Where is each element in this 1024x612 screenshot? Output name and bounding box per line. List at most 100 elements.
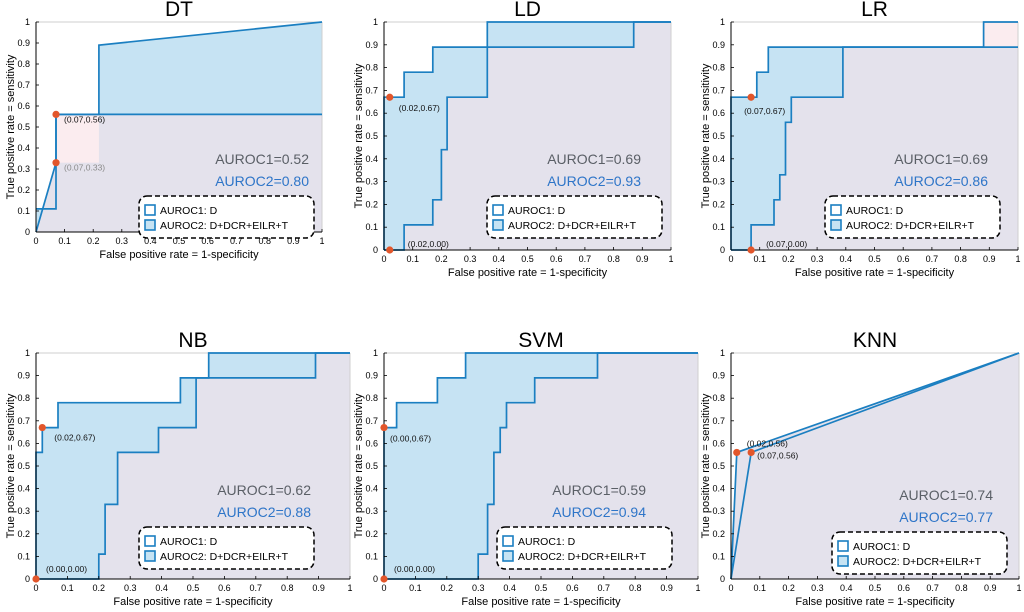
x-tick-label: 0.2: [87, 236, 100, 246]
region-auroc1-gain: [983, 22, 1018, 48]
x-tick-label: 0.9: [287, 236, 300, 246]
operating-point: [38, 423, 46, 432]
y-tick-label: 0.4: [17, 143, 30, 153]
y-tick-label: 0.2: [17, 185, 30, 195]
x-tick-label: 0.7: [598, 583, 611, 593]
x-tick-label: 0.2: [93, 583, 106, 593]
x-tick-label: 1: [668, 254, 673, 264]
x-tick-label: 0.7: [250, 583, 263, 593]
x-tick-label: 1: [695, 583, 700, 593]
legend-entry-auroc2: AUROC2: D+DCR+EILR+T: [160, 551, 289, 563]
point-label: (0.07,0.56): [64, 114, 105, 124]
y-tick-label: 0.3: [365, 506, 378, 516]
x-tick-label: 0.5: [173, 236, 186, 246]
legend-swatch-auroc1: [502, 535, 514, 547]
y-tick-label: 0.5: [365, 461, 378, 471]
auroc1-value: AUROC1=0.69: [894, 151, 988, 167]
x-tick-label: 1: [1016, 583, 1021, 593]
y-tick-label: 0.1: [712, 551, 725, 561]
series-line-auroc1: [384, 21, 671, 251]
operating-point: [747, 93, 755, 101]
panel-title: SVM: [518, 329, 564, 352]
x-tick-label: 0.9: [660, 583, 673, 593]
legend-entry-auroc1: AUROC1: D: [846, 205, 904, 217]
operating-point: [52, 159, 60, 167]
x-tick-label: 0.4: [840, 583, 853, 593]
x-tick-label: 0.6: [550, 254, 563, 264]
point-label: (0.00,0.00): [46, 564, 87, 574]
y-tick-label: 0.9: [17, 371, 30, 381]
y-tick-label: 0.2: [712, 529, 725, 539]
region-under-auroc1: [384, 22, 671, 250]
x-tick-label: 0.3: [116, 236, 129, 246]
x-tick-label: 0.6: [218, 583, 231, 593]
operating-point: [733, 448, 741, 457]
region-under-auroc1: [384, 353, 698, 579]
x-axis-label: False positive rate = 1-specificity: [99, 249, 259, 261]
x-tick-label: 1: [347, 583, 352, 593]
region-under-auroc1: [731, 353, 1019, 579]
x-tick-label: 0.1: [754, 583, 767, 593]
x-tick-label: 0.2: [435, 254, 448, 264]
x-tick-label: 0.8: [954, 254, 967, 264]
point-label: (0.07,0.67): [744, 106, 785, 116]
auroc1-value: AUROC1=0.62: [217, 482, 311, 498]
x-tick-label: 0.1: [61, 583, 74, 593]
legend-swatch-auroc2: [837, 555, 849, 567]
auroc2-value: AUROC2=0.77: [899, 509, 993, 525]
y-tick-label: 0.2: [712, 199, 725, 209]
legend-swatch-auroc2: [144, 550, 156, 562]
x-axis-label: False positive rate = 1-specificity: [448, 267, 608, 279]
auroc2-value: AUROC2=0.86: [894, 173, 988, 189]
y-tick-label: 0.8: [17, 393, 30, 403]
roc-panel-lr: 00 0.1 0.1 0.2 0.2 0.3 0.3 0.4 0.4 0.5 0.5 0.6 0.6 0.…: [700, 0, 1021, 279]
x-tick-label: 0.8: [629, 583, 642, 593]
series-line-auroc2: [35, 352, 350, 579]
x-tick-label: 0.6: [897, 254, 910, 264]
y-tick-label: 1: [720, 17, 725, 27]
x-axis-label: False positive rate = 1-specificity: [113, 596, 273, 608]
y-tick-label: 1: [373, 17, 378, 27]
auroc2-value: AUROC2=0.93: [547, 173, 641, 189]
y-tick-label: 0.4: [365, 484, 378, 494]
legend-swatch-auroc1: [492, 204, 504, 216]
x-tick-label: 0.9: [636, 254, 649, 264]
y-tick-label: 0.4: [712, 484, 725, 494]
y-tick-label: 0.7: [365, 416, 378, 426]
x-tick-label: 0: [728, 254, 733, 264]
y-tick-label: 0.4: [17, 484, 30, 494]
legend-entry-auroc1: AUROC1: D: [160, 205, 218, 217]
operating-point: [32, 575, 40, 583]
x-tick-label: 0.9: [312, 583, 325, 593]
y-tick-label: 0.1: [712, 222, 725, 232]
x-tick-label: 0.3: [811, 254, 824, 264]
x-tick-label: 0.7: [230, 236, 243, 246]
region-above-auroc1: [731, 353, 1019, 579]
x-tick-label: 0.1: [753, 254, 766, 264]
x-tick-label: 0: [33, 236, 38, 246]
roc-panel-dt: 00 0.1 0.1 0.2 0.2 0.3 0.3 0.4 0.4 0.5 0.5 0.6 0.6 0.…: [5, 0, 325, 261]
x-tick-label: 0.1: [58, 236, 71, 246]
y-tick-label: 0.5: [712, 131, 725, 141]
y-tick-label: 0.9: [365, 40, 378, 50]
legend: AUROC1: D AUROC2: D+DCR+EILR+T: [496, 526, 673, 570]
point-label: (0.02,0.00): [408, 239, 449, 249]
panel-title: LR: [861, 0, 888, 21]
x-tick-label: 0.4: [493, 254, 506, 264]
x-tick-label: 0.8: [955, 583, 968, 593]
x-tick-label: 0: [381, 254, 386, 264]
x-tick-label: 0.8: [259, 236, 272, 246]
y-tick-label: 0.6: [712, 438, 725, 448]
y-tick-label: 0.8: [712, 63, 725, 73]
y-tick-label: 0.7: [712, 85, 725, 95]
x-tick-label: 0.3: [464, 254, 477, 264]
legend-entry-auroc1: AUROC1: D: [853, 541, 911, 553]
series-line-auroc2: [730, 46, 1018, 250]
panel-title: LD: [514, 0, 541, 21]
point-label: (0.02,0.56): [747, 438, 788, 448]
x-tick-label: 0.7: [926, 254, 939, 264]
legend: AUROC1: D AUROC2: D+DCR+EILR+T: [824, 195, 1001, 239]
y-tick-label: 0.6: [365, 108, 378, 118]
point-label: (0.00,0.67): [390, 434, 431, 444]
